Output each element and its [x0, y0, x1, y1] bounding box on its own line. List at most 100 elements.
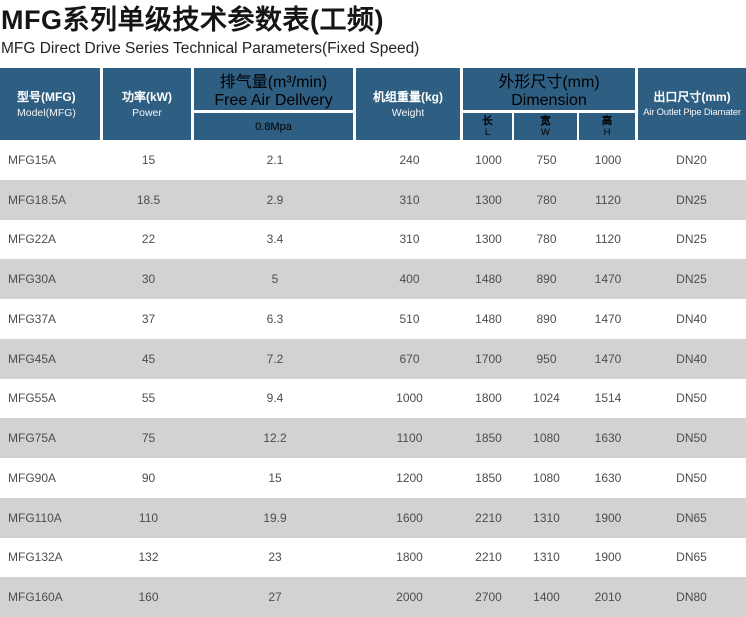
header-cell-weight: 机组重量(kg) Weight — [356, 68, 460, 140]
cell-fad: 12.2 — [263, 431, 287, 446]
cell-model: MFG18.5A — [8, 192, 67, 207]
table-row: MFG37A 37 6.3 510 1480 890 1470 DN40 — [0, 299, 746, 339]
header-power-cn: 功率(kW) — [122, 89, 172, 104]
header-height-en: H — [603, 126, 611, 138]
cell-outlet: DN80 — [676, 590, 707, 605]
cell-power: 90 — [141, 470, 156, 485]
cell-l: 1480 — [475, 272, 502, 287]
cell-h: 1120 — [595, 192, 621, 207]
header-dimension-subcols: 长 L 宽 W 高 H — [463, 113, 635, 140]
cell-fad: 2.1 — [266, 152, 284, 167]
header-fad-en: Free Air Dellvery — [214, 92, 333, 109]
cell-w: 1024 — [533, 391, 560, 406]
cell-w: 1400 — [533, 590, 560, 605]
table-row: MFG55A 55 9.4 1000 1800 1024 1514 DN50 — [0, 378, 746, 419]
page-subtitle: MFG Direct Drive Series Technical Parame… — [1, 40, 420, 57]
cell-model: MFG90A — [8, 470, 57, 485]
header-length-en: L — [484, 126, 491, 138]
cell-outlet: DN25 — [676, 272, 707, 287]
header-subcol-height: 高 H — [579, 113, 635, 140]
cell-fad: 27 — [268, 590, 282, 605]
header-weight-en: Weight — [391, 106, 425, 119]
table-row: MFG15A 15 2.1 240 1000 750 1000 DN20 — [0, 140, 746, 180]
header-cell-outlet: 出口尺寸(mm) Air Outlet Pipe Diamater — [638, 68, 746, 140]
cell-model: MFG75A — [8, 431, 57, 446]
cell-w: 950 — [536, 351, 557, 366]
cell-power: 37 — [141, 311, 156, 326]
cell-outlet: DN65 — [676, 550, 707, 565]
header-subcol-width: 宽 W — [514, 113, 577, 140]
table-row: MFG110A 110 19.9 1600 2210 1310 1900 DN65 — [0, 497, 746, 538]
cell-outlet: DN50 — [676, 431, 707, 446]
cell-h: 1470 — [594, 311, 622, 326]
header-cell-power: 功率(kW) Power — [103, 68, 191, 140]
cell-power: 18.5 — [136, 192, 161, 207]
cell-model: MFG160A — [8, 590, 63, 605]
header-fad-cn: 排气量(m³/min) — [219, 74, 328, 91]
header-dimension-top: 外形尺寸(mm) Dimension — [463, 68, 635, 110]
cell-weight: 2000 — [396, 590, 423, 605]
cell-h: 1120 — [595, 232, 621, 247]
cell-l: 1800 — [475, 391, 502, 406]
cell-outlet: DN50 — [676, 470, 707, 485]
header-subcol-length: 长 L — [463, 113, 512, 140]
cell-h: 1514 — [594, 391, 622, 406]
table-row: MFG30A 30 5 400 1480 890 1470 DN25 — [0, 259, 746, 299]
cell-fad: 9.4 — [266, 391, 284, 406]
cell-model: MFG15A — [8, 152, 57, 167]
table-row: MFG45A 45 7.2 670 1700 950 1470 DN40 — [0, 338, 746, 379]
cell-weight: 1000 — [396, 391, 423, 406]
cell-l: 1850 — [475, 431, 502, 446]
header-width-cn: 宽 — [540, 114, 551, 127]
header-cell-dimension: 外形尺寸(mm) Dimension 长 L 宽 W 高 H — [463, 68, 635, 140]
cell-model: MFG132A — [8, 550, 63, 565]
cell-h: 1000 — [594, 152, 622, 167]
cell-weight: 510 — [399, 311, 420, 326]
cell-outlet: DN25 — [676, 192, 707, 207]
cell-h: 1470 — [594, 351, 622, 366]
spec-table: 型号(MFG) Model(MFG) 功率(kW) Power 排气量(m³/m… — [0, 68, 746, 617]
cell-outlet: DN20 — [676, 152, 707, 167]
cell-fad: 23 — [268, 550, 282, 565]
header-width-en: W — [541, 126, 550, 138]
cell-outlet: DN65 — [676, 510, 707, 525]
cell-w: 1310 — [533, 510, 560, 525]
table-row: MFG75A 75 12.2 1100 1850 1080 1630 DN50 — [0, 418, 746, 458]
cell-fad: 7.2 — [266, 351, 284, 366]
page-title: MFG系列单级技术参数表(工频) — [1, 5, 384, 35]
cell-l: 1700 — [475, 351, 502, 366]
cell-fad: 3.4 — [266, 232, 284, 247]
cell-weight: 1200 — [396, 470, 423, 485]
cell-model: MFG22A — [8, 232, 57, 247]
cell-model: MFG110A — [8, 510, 62, 525]
cell-fad: 2.9 — [266, 192, 284, 207]
header-length-cn: 长 — [482, 114, 493, 127]
cell-l: 1300 — [475, 192, 502, 207]
header-weight-cn: 机组重量(kg) — [373, 89, 443, 104]
cell-w: 890 — [536, 311, 557, 326]
table-header: 型号(MFG) Model(MFG) 功率(kW) Power 排气量(m³/m… — [0, 68, 746, 140]
cell-weight: 670 — [399, 351, 420, 366]
cell-outlet: DN50 — [676, 391, 707, 406]
cell-power: 55 — [141, 391, 156, 406]
cell-h: 1900 — [594, 510, 622, 525]
cell-l: 1480 — [475, 311, 502, 326]
header-power-en: Power — [132, 106, 162, 119]
cell-fad: 19.9 — [263, 510, 287, 525]
cell-weight: 1100 — [396, 431, 423, 446]
cell-l: 1000 — [475, 152, 502, 167]
cell-l: 2700 — [475, 590, 502, 605]
cell-w: 1080 — [533, 470, 560, 485]
cell-model: MFG45A — [8, 351, 57, 366]
cell-l: 1850 — [475, 470, 502, 485]
cell-model: MFG37A — [8, 311, 57, 326]
cell-w: 1310 — [533, 550, 560, 565]
table-row: MFG160A 160 27 2000 2700 1400 2010 DN80 — [0, 577, 746, 617]
header-height-cn: 高 — [601, 114, 613, 127]
table-row: MFG132A 132 23 1800 2210 1310 1900 DN65 — [0, 537, 746, 578]
cell-h: 2010 — [594, 590, 622, 605]
cell-power: 22 — [141, 232, 156, 247]
cell-outlet: DN40 — [676, 351, 707, 366]
header-model-en: Model(MFG) — [17, 106, 76, 119]
table-row: MFG22A 22 3.4 310 1300 780 1120 DN25 — [0, 219, 746, 260]
